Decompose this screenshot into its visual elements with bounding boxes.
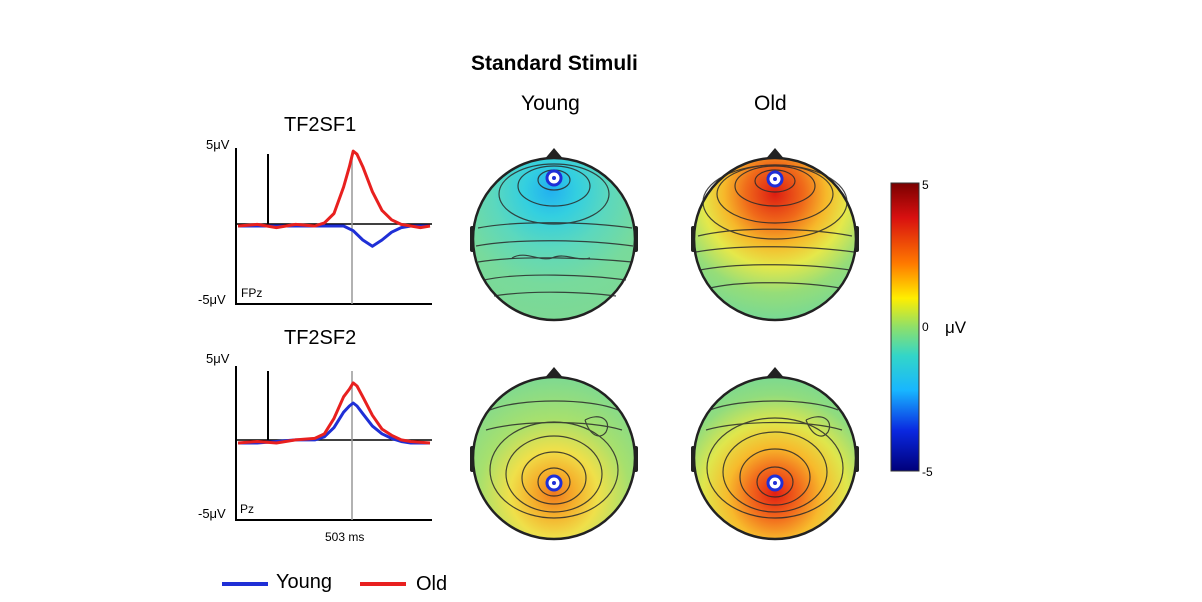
colorbar-mid-label: 0 bbox=[922, 320, 929, 334]
topomap-young-tf2sf2 bbox=[470, 367, 638, 541]
legend-young-label: Young bbox=[276, 571, 332, 593]
topomap-young-tf2sf1 bbox=[470, 148, 638, 322]
legend-old-label: Old bbox=[416, 573, 448, 595]
column-heading-old: Old bbox=[754, 92, 787, 115]
topomap-old-tf2sf2 bbox=[691, 367, 859, 541]
colorbar bbox=[890, 182, 920, 472]
plot1-ymin-label: -5μV bbox=[198, 292, 226, 307]
plot1-ymax-label: 5μV bbox=[206, 137, 230, 152]
legend-old-swatch bbox=[360, 582, 406, 586]
plot2-channel-label: Pz bbox=[240, 502, 255, 516]
colorbar-max-label: 5 bbox=[922, 178, 929, 192]
figure-title: Standard Stimuli bbox=[471, 52, 638, 75]
colorbar-unit: μV bbox=[945, 318, 967, 337]
column-heading-young: Young bbox=[521, 92, 580, 115]
plot1-series-old bbox=[237, 149, 431, 230]
colorbar-min-label: -5 bbox=[922, 465, 933, 479]
plot2-ymin-label: -5μV bbox=[198, 506, 226, 521]
legend-young-swatch bbox=[222, 582, 268, 586]
plot-title-1: TF2SF1 bbox=[284, 114, 357, 136]
plot-title-2: TF2SF2 bbox=[284, 327, 357, 349]
topomap-old-tf2sf1 bbox=[691, 148, 859, 322]
plot1-channel-label: FPz bbox=[241, 286, 263, 300]
time-marker-label: 503 ms bbox=[325, 530, 365, 544]
plot1-series-young bbox=[238, 224, 430, 248]
plot2-ymax-label: 5μV bbox=[206, 351, 230, 366]
plot2-series-young bbox=[238, 401, 430, 445]
plot2-series-old bbox=[237, 381, 431, 445]
